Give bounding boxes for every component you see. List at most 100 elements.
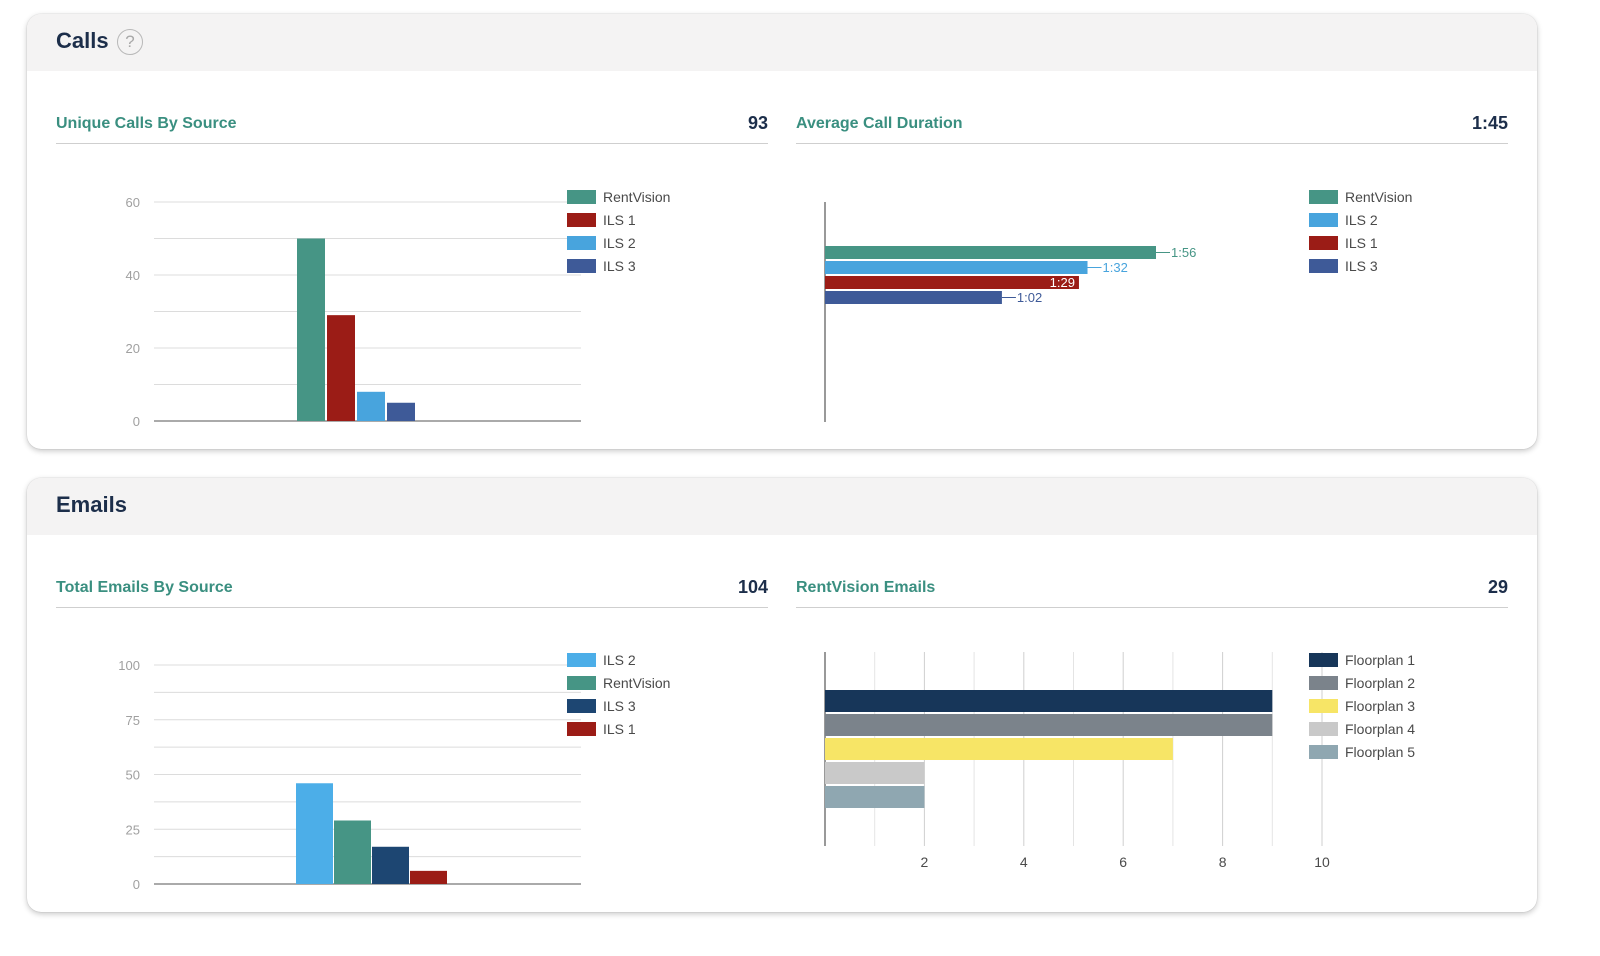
legend-item[interactable]: Floorplan 5 [1309, 740, 1415, 763]
bar [825, 261, 1088, 274]
y-tick-label: 40 [126, 268, 140, 283]
rentvision-emails-total: 29 [1487, 577, 1508, 597]
legend-item[interactable]: Floorplan 2 [1309, 671, 1415, 694]
y-tick-label: 75 [126, 713, 140, 728]
bar [825, 714, 1273, 736]
legend-label: RentVision [1345, 188, 1413, 205]
emails-title: Emails [56, 492, 127, 517]
avg-duration-legend: RentVision ILS 2 ILS 1 ILS 3 [1309, 185, 1412, 277]
legend-label: ILS 2 [603, 234, 636, 251]
legend-label: Floorplan 3 [1345, 697, 1416, 714]
bar [297, 238, 325, 421]
unique-calls-chart: 0 20 40 60 [126, 195, 581, 429]
bar [387, 402, 415, 421]
y-tick-label: 50 [126, 768, 140, 783]
bar [410, 870, 447, 884]
x-tick-label: 8 [1219, 854, 1227, 870]
legend-item[interactable]: RentVision [567, 671, 670, 694]
y-tick-label: 0 [133, 414, 140, 429]
calls-card: Calls ? Unique Calls By Source 93 0 20 40 6… [27, 14, 1537, 449]
legend-label: RentVision [603, 674, 671, 691]
legend-item[interactable]: ILS 2 [1309, 208, 1412, 231]
legend-label: ILS 3 [603, 697, 636, 714]
legend-label: Floorplan 1 [1345, 651, 1416, 668]
data-label: 1:02 [1017, 290, 1042, 305]
legend-label: ILS 3 [1345, 257, 1378, 274]
legend-swatch [567, 652, 596, 667]
legend-swatch [1309, 258, 1338, 273]
legend-item[interactable]: ILS 2 [567, 648, 670, 671]
bar [825, 786, 925, 808]
legend-item[interactable]: Floorplan 1 [1309, 648, 1415, 671]
total-emails-title: Total Emails By Source [56, 579, 233, 596]
x-tick-label: 6 [1119, 854, 1127, 870]
bar [334, 820, 371, 884]
legend-label: ILS 2 [603, 651, 636, 668]
legend-swatch [1309, 721, 1338, 736]
y-tick-label: 25 [126, 822, 140, 837]
y-tick-label: 0 [133, 877, 140, 892]
legend-item[interactable]: ILS 1 [567, 208, 670, 231]
unique-calls-legend: RentVision ILS 1 ILS 2 ILS 3 [567, 185, 670, 277]
legend-item[interactable]: ILS 1 [1309, 231, 1412, 254]
legend-swatch [1309, 675, 1338, 690]
calls-header: Calls ? [27, 14, 1537, 71]
legend-item[interactable]: RentVision [567, 185, 670, 208]
bar [825, 690, 1273, 712]
avg-duration-title: Average Call Duration [796, 115, 963, 132]
legend-swatch [1309, 744, 1338, 759]
rentvision-emails-chart: 2 4 6 8 10 [824, 652, 1330, 870]
data-label: 1:32 [1103, 260, 1128, 275]
data-label: 1:56 [1171, 245, 1196, 260]
legend-swatch [1309, 652, 1338, 667]
legend-swatch [567, 721, 596, 736]
rentvision-emails-title: RentVision Emails [796, 579, 936, 596]
bar [372, 846, 409, 884]
y-tick-label: 100 [118, 658, 140, 673]
total-emails-chart: 0 25 50 75 100 [118, 658, 581, 892]
legend-swatch [1309, 235, 1338, 250]
divider [796, 143, 1508, 144]
legend-swatch [567, 212, 596, 227]
avg-duration-total: 1:45 [1471, 113, 1508, 133]
data-label: 1:29 [1050, 275, 1075, 290]
legend-item[interactable]: ILS 3 [567, 694, 670, 717]
total-emails-panel: Total Emails By Source 104 0 25 50 75 100 IL… [56, 535, 768, 892]
legend-label: Floorplan 4 [1345, 720, 1416, 737]
legend-label: RentVision [603, 188, 671, 205]
legend-label: ILS 2 [1345, 211, 1378, 228]
x-tick-label: 2 [921, 854, 929, 870]
avg-duration-panel: Average Call Duration 1:45 1:56 1:32 1:29 1… [796, 71, 1508, 422]
bar [825, 246, 1156, 259]
y-tick-label: 60 [126, 195, 140, 210]
legend-swatch [567, 189, 596, 204]
bar [825, 276, 1079, 289]
legend-item[interactable]: Floorplan 3 [1309, 694, 1415, 717]
legend-item[interactable]: ILS 2 [567, 231, 670, 254]
legend-label: ILS 3 [603, 257, 636, 274]
emails-header: Emails [27, 478, 1537, 535]
legend-swatch [1309, 212, 1338, 227]
legend-label: Floorplan 2 [1345, 674, 1416, 691]
bar [825, 762, 925, 784]
legend-item[interactable]: ILS 3 [567, 254, 670, 277]
help-icon[interactable]: ? [117, 29, 143, 55]
legend-item[interactable]: RentVision [1309, 185, 1412, 208]
legend-label: ILS 1 [1345, 234, 1378, 251]
legend-label: ILS 1 [603, 211, 636, 228]
total-emails-legend: ILS 2 RentVision ILS 3 ILS 1 [567, 648, 670, 740]
legend-item[interactable]: ILS 3 [1309, 254, 1412, 277]
legend-item[interactable]: Floorplan 4 [1309, 717, 1415, 740]
bar [357, 391, 385, 421]
unique-calls-panel: Unique Calls By Source 93 0 20 40 60 RentVi… [56, 71, 768, 429]
bar [825, 291, 1002, 304]
bar [327, 315, 355, 421]
divider [796, 607, 1508, 608]
emails-card: Emails Total Emails By Source 104 0 25 50 7… [27, 478, 1537, 912]
calls-title: Calls [56, 28, 109, 53]
rentvision-emails-legend: Floorplan 1 Floorplan 2 Floorplan 3 Floorpl… [1309, 648, 1415, 763]
legend-swatch [567, 258, 596, 273]
legend-item[interactable]: ILS 1 [567, 717, 670, 740]
x-tick-label: 10 [1314, 854, 1330, 870]
